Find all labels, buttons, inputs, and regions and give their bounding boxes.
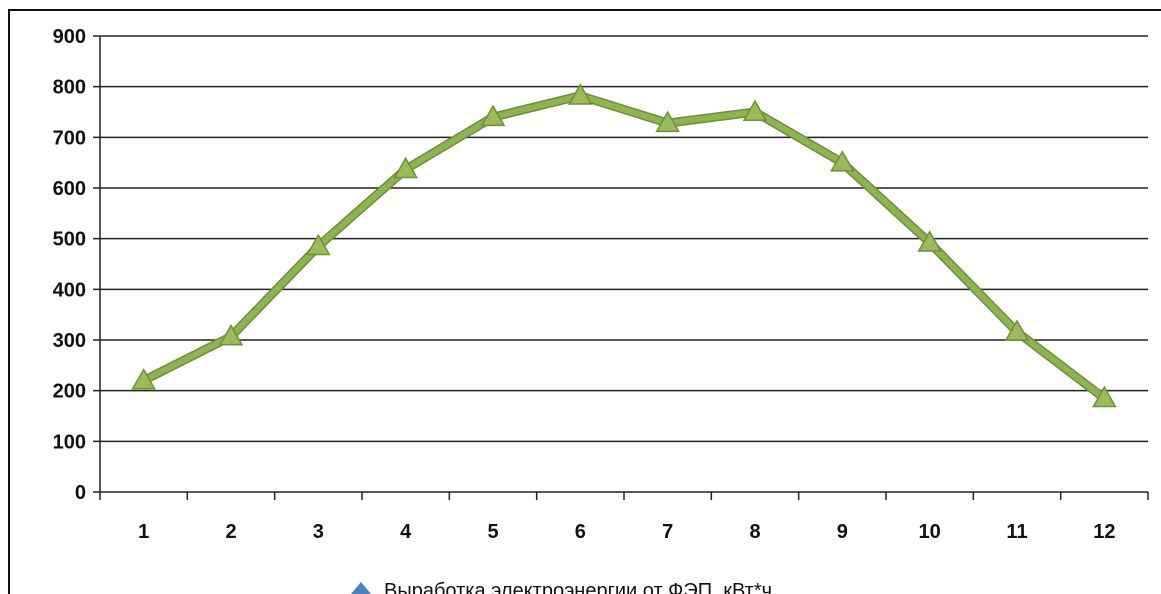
- data-point-marker: [742, 99, 768, 121]
- x-tick-label: 1: [138, 521, 149, 543]
- legend: Выработка электроэнергии от ФЭП, кВт*ч: [351, 580, 772, 594]
- series-line-shadow: [139, 91, 1109, 403]
- data-point-marker: [568, 83, 593, 105]
- y-tick-label: 500: [53, 229, 86, 251]
- data-point-marker: [655, 110, 680, 133]
- y-tick-label: 200: [53, 381, 86, 403]
- data-point-marker: [306, 233, 331, 256]
- x-tick-label: 5: [487, 521, 498, 543]
- x-tick-label: 2: [225, 521, 236, 543]
- data-point-marker: [917, 230, 942, 252]
- y-tick-label: 600: [53, 178, 86, 200]
- x-tick-label: 9: [837, 521, 848, 543]
- y-tick-label: 400: [53, 279, 86, 301]
- y-tick-label: 800: [53, 77, 86, 99]
- legend-label: Выработка электроэнергии от ФЭП, кВт*ч: [384, 580, 772, 594]
- y-tick-label: 300: [53, 330, 86, 352]
- y-tick-label: 700: [53, 127, 86, 149]
- y-tick-label: 900: [53, 26, 86, 48]
- data-point-marker: [131, 368, 156, 390]
- x-tick-label: 3: [313, 521, 324, 543]
- x-tick-label: 8: [749, 521, 760, 543]
- x-tick-label: 12: [1093, 521, 1115, 543]
- data-point-marker: [1092, 385, 1117, 408]
- x-tick-label: 6: [575, 521, 586, 543]
- data-point-marker: [480, 104, 506, 127]
- legend-marker-icon: [351, 582, 371, 594]
- data-point-marker: [1004, 319, 1030, 341]
- x-tick-label: 10: [919, 521, 941, 543]
- data-point-marker: [393, 156, 418, 179]
- data-point-marker: [218, 323, 244, 346]
- y-tick-label: 0: [75, 482, 86, 504]
- x-tick-label: 11: [1006, 521, 1027, 543]
- data-point-marker: [830, 150, 855, 172]
- y-tick-label: 100: [53, 431, 86, 453]
- x-tick-label: 4: [400, 521, 412, 543]
- series-line: [140, 92, 1108, 402]
- x-tick-label: 7: [662, 521, 673, 543]
